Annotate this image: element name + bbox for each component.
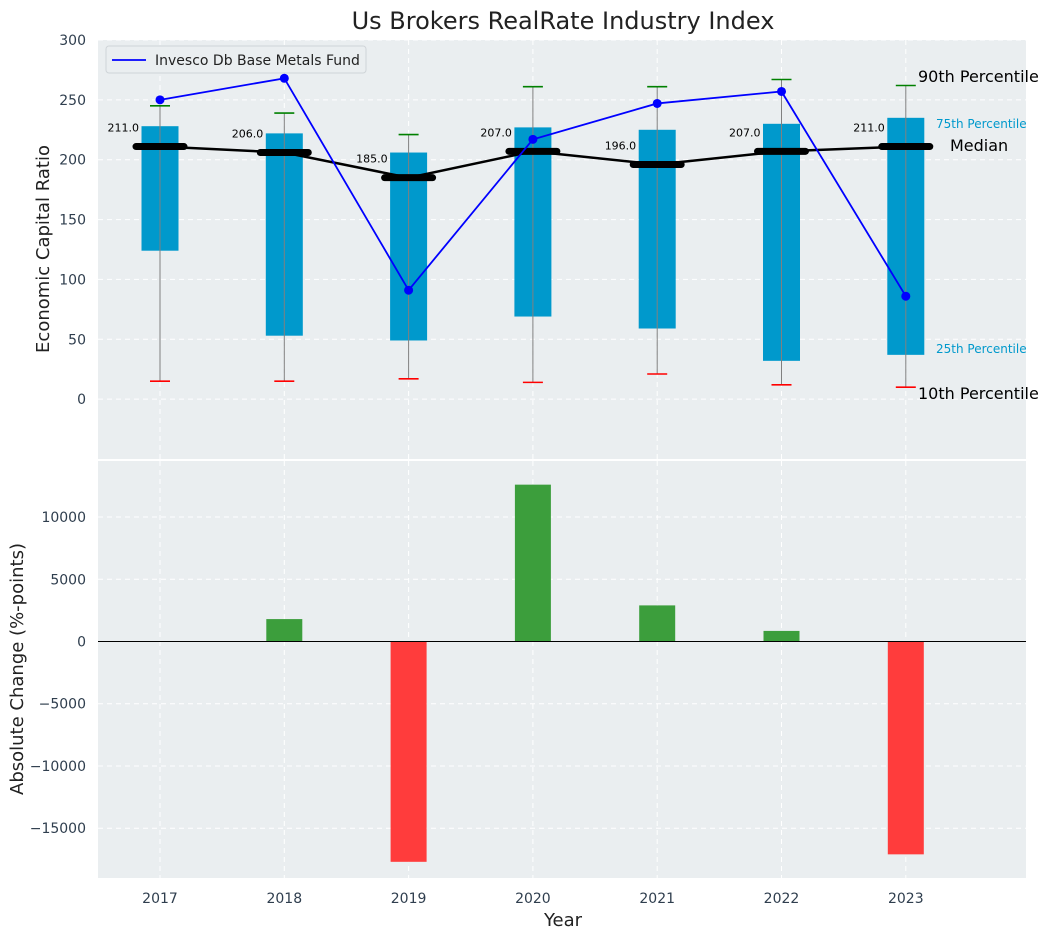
percentile-annotations: 90th Percentile 75th Percentile Median 2… (918, 67, 1038, 403)
median-line (159, 145, 906, 179)
bottom-y-tick-label: 10000 (41, 510, 86, 526)
top-y-tick-label: 150 (59, 213, 86, 229)
x-tick-label: 2017 (142, 891, 178, 907)
series-point (404, 285, 414, 295)
top-y-tick-label: 100 (59, 272, 86, 288)
x-tick-label: 2019 (391, 891, 427, 907)
top-boxes: 211.0 206.0 185.0 207.0 196.0 207.0 211.0 (108, 78, 934, 388)
legend-label: Invesco Db Base Metals Fund (155, 53, 360, 69)
x-tick-label: 2022 (764, 891, 800, 907)
x-tick-label: 2023 (888, 891, 924, 907)
top-y-tick-label: 50 (68, 332, 86, 348)
top-panel-background (98, 40, 1026, 459)
x-ticks: 2017 2018 2019 2020 2021 2022 2023 (142, 891, 923, 907)
bottom-y-ticks: −15000 −10000 −5000 0 5000 10000 (30, 510, 86, 837)
chart-title: Us Brokers RealRate Industry Index (352, 7, 775, 35)
top-y-tick-label: 250 (59, 93, 86, 109)
series-point (279, 73, 289, 83)
median-label: 211.0 (853, 122, 885, 135)
bottom-panel-background (98, 461, 1026, 878)
median-label: 196.0 (605, 140, 637, 153)
top-y-ticks: 0 50 100 150 200 250 300 (59, 33, 86, 408)
top-y-tick-label: 300 (59, 33, 86, 49)
x-tick-label: 2021 (639, 891, 675, 907)
top-y-tick-label: 200 (59, 153, 86, 169)
series-point (528, 134, 538, 144)
bottom-bars (266, 484, 924, 862)
bottom-y-tick-label: −10000 (30, 759, 86, 775)
median-label: 211.0 (108, 122, 140, 135)
p25-annotation: 25th Percentile (936, 342, 1027, 356)
median-annotation: Median (950, 136, 1008, 155)
bottom-y-tick-label: 0 (77, 634, 86, 650)
change-bar (763, 630, 800, 642)
median-label: 207.0 (480, 126, 512, 139)
change-bar (514, 484, 551, 642)
p90-annotation: 90th Percentile (918, 67, 1038, 86)
series-point (155, 95, 165, 105)
bottom-y-tick-label: 5000 (50, 572, 86, 588)
legend: Invesco Db Base Metals Fund (105, 45, 367, 74)
top-series-line (155, 73, 911, 301)
bottom-y-tick-label: −15000 (30, 821, 86, 837)
bottom-y-axis-label: Absolute Change (%-points) (7, 543, 28, 795)
top-y-tick-label: 0 (77, 392, 86, 408)
series-point (777, 86, 786, 96)
change-bar (390, 641, 427, 862)
legend-box (105, 45, 367, 74)
series-point (652, 98, 662, 108)
median-label: 207.0 (729, 126, 761, 139)
x-tick-label: 2020 (515, 891, 551, 907)
top-y-axis-label: Economic Capital Ratio (33, 145, 54, 353)
change-bar (887, 641, 924, 855)
p10-annotation: 10th Percentile (918, 384, 1038, 403)
median-label: 206.0 (232, 128, 264, 141)
x-tick-label: 2018 (266, 891, 302, 907)
series-point (901, 291, 911, 301)
change-bar (639, 605, 676, 642)
median-label: 185.0 (356, 153, 388, 166)
bottom-y-tick-label: −5000 (39, 697, 86, 713)
x-axis-label: Year (543, 910, 583, 931)
change-bar (266, 619, 303, 642)
p75-annotation: 75th Percentile (936, 117, 1027, 131)
